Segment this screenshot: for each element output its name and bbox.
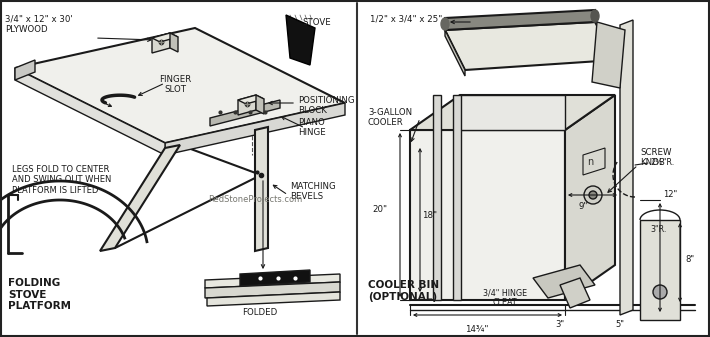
Polygon shape bbox=[152, 33, 170, 53]
Ellipse shape bbox=[589, 191, 597, 199]
Polygon shape bbox=[640, 220, 680, 320]
Text: RedStoneProjects.com: RedStoneProjects.com bbox=[208, 195, 302, 204]
Polygon shape bbox=[410, 95, 615, 130]
Polygon shape bbox=[15, 68, 165, 155]
Text: 14¾": 14¾" bbox=[465, 325, 488, 334]
Text: MATCHING
BEVELS: MATCHING BEVELS bbox=[290, 182, 336, 202]
Ellipse shape bbox=[441, 18, 449, 30]
Polygon shape bbox=[460, 95, 565, 130]
Circle shape bbox=[653, 285, 667, 299]
Text: LEGS FOLD TO CENTER
AND SWING OUT WHEN
PLATFORM IS LIFTED: LEGS FOLD TO CENTER AND SWING OUT WHEN P… bbox=[12, 165, 111, 195]
Polygon shape bbox=[256, 95, 264, 114]
Polygon shape bbox=[445, 10, 595, 30]
Polygon shape bbox=[240, 270, 310, 286]
Text: 2½"R.: 2½"R. bbox=[650, 158, 674, 167]
Polygon shape bbox=[565, 95, 615, 300]
Polygon shape bbox=[533, 265, 595, 298]
Polygon shape bbox=[445, 30, 465, 76]
Polygon shape bbox=[205, 274, 340, 288]
Polygon shape bbox=[100, 145, 180, 251]
Polygon shape bbox=[15, 60, 35, 80]
Polygon shape bbox=[453, 95, 461, 300]
Text: PIANO
HINGE: PIANO HINGE bbox=[298, 118, 326, 137]
Polygon shape bbox=[445, 22, 615, 70]
Text: SCREW
KNOB: SCREW KNOB bbox=[640, 148, 672, 167]
Ellipse shape bbox=[591, 10, 599, 22]
Polygon shape bbox=[15, 28, 345, 143]
Text: FOLDING
STOVE
PLATFORM: FOLDING STOVE PLATFORM bbox=[8, 278, 71, 311]
Text: 1/2" x 3/4" x 25": 1/2" x 3/4" x 25" bbox=[370, 15, 442, 24]
Polygon shape bbox=[286, 15, 315, 65]
Text: 5": 5" bbox=[616, 320, 625, 329]
Polygon shape bbox=[238, 95, 256, 115]
Polygon shape bbox=[170, 33, 178, 52]
Polygon shape bbox=[410, 130, 565, 300]
Polygon shape bbox=[592, 22, 625, 88]
Text: FOLDED: FOLDED bbox=[242, 308, 278, 317]
Text: 3/4" x 12" x 30'
PLYWOOD: 3/4" x 12" x 30' PLYWOOD bbox=[5, 15, 73, 34]
Text: STOVE: STOVE bbox=[302, 18, 331, 27]
Polygon shape bbox=[583, 148, 605, 175]
Polygon shape bbox=[238, 95, 264, 104]
Polygon shape bbox=[620, 20, 633, 315]
Text: 8": 8" bbox=[685, 255, 694, 265]
Polygon shape bbox=[165, 103, 345, 155]
Text: POSITIONING
BLOCK: POSITIONING BLOCK bbox=[298, 96, 354, 115]
Text: 3/4" HINGE
CLEAT: 3/4" HINGE CLEAT bbox=[483, 288, 527, 307]
Polygon shape bbox=[205, 282, 340, 298]
Polygon shape bbox=[207, 292, 340, 306]
Text: COOLER BIN
(OPTIONAL): COOLER BIN (OPTIONAL) bbox=[368, 280, 439, 302]
Polygon shape bbox=[560, 278, 590, 308]
Text: 20": 20" bbox=[373, 206, 388, 214]
Text: n: n bbox=[587, 157, 594, 167]
Text: 3": 3" bbox=[555, 320, 564, 329]
Text: 3-GALLON
COOLER: 3-GALLON COOLER bbox=[368, 108, 412, 127]
Polygon shape bbox=[255, 127, 268, 251]
Text: FINGER
SLOT: FINGER SLOT bbox=[159, 75, 191, 94]
Polygon shape bbox=[152, 33, 178, 42]
Ellipse shape bbox=[584, 186, 602, 204]
Text: 9": 9" bbox=[578, 202, 588, 211]
Text: 12": 12" bbox=[663, 190, 677, 199]
Text: 3"R.: 3"R. bbox=[650, 225, 667, 234]
Text: 18": 18" bbox=[422, 211, 437, 219]
Polygon shape bbox=[433, 95, 441, 300]
Polygon shape bbox=[210, 100, 280, 126]
